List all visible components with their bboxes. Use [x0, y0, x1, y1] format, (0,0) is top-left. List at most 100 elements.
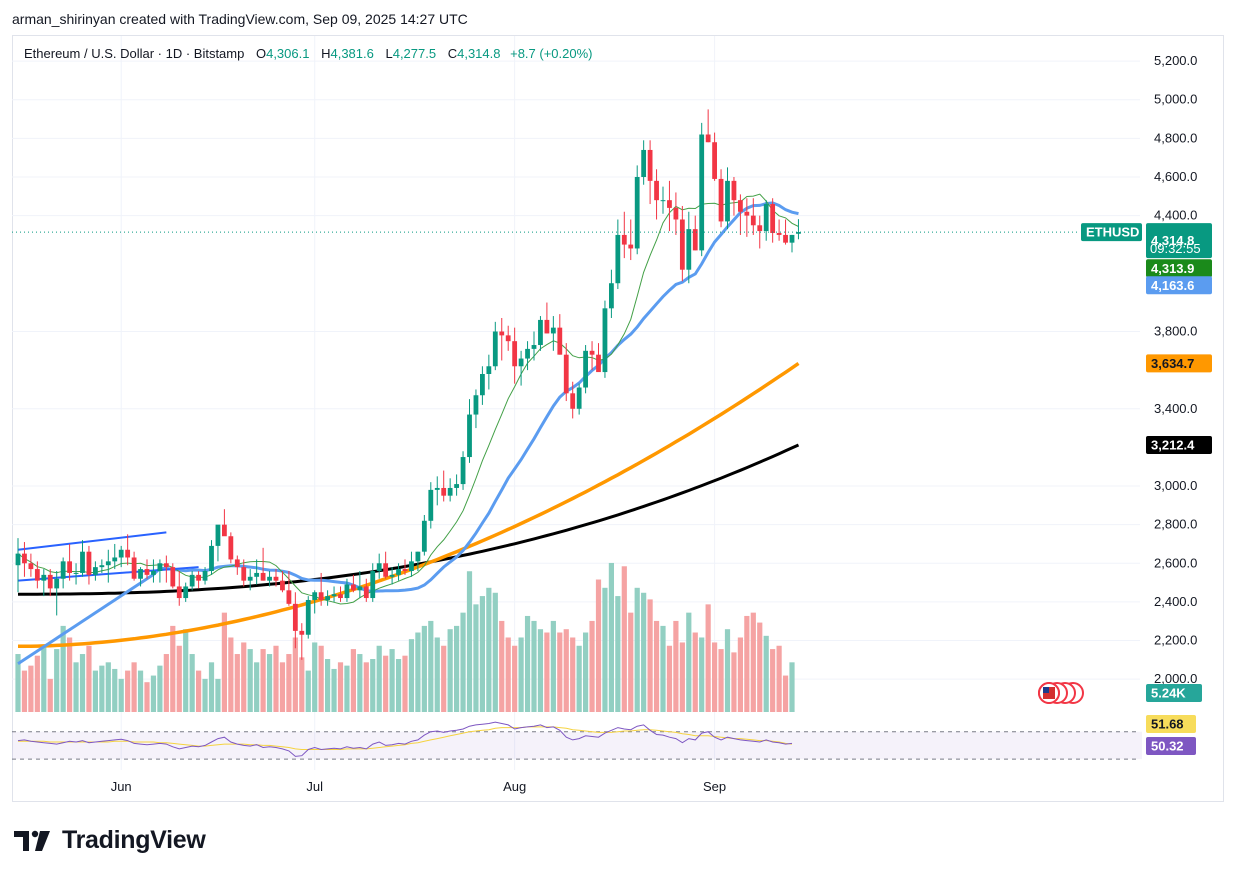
candle [247, 569, 253, 591]
volume-bar [557, 632, 563, 712]
candle-body [776, 233, 782, 235]
volume-bar [763, 635, 769, 712]
candle [783, 219, 788, 245]
symbol-title[interactable]: Ethereum / U.S. Dollar · 1D · Bitstamp [24, 46, 245, 61]
volume-bar [615, 596, 621, 712]
ethusd-symbol-badge-bg [1081, 223, 1142, 242]
volume-bar [312, 642, 318, 712]
ma50-badge: 4,163.6 [1146, 276, 1212, 295]
volume-bar [137, 670, 144, 712]
candle [512, 327, 518, 384]
candle-body [699, 134, 705, 251]
volume-bar [576, 645, 582, 712]
candle [73, 563, 79, 585]
volume-bar [402, 655, 408, 712]
candle-body [460, 457, 466, 485]
candle-body [286, 590, 292, 604]
candle [363, 578, 369, 602]
candle [254, 559, 260, 585]
volume-bar [731, 652, 737, 712]
candle [505, 325, 511, 351]
candle-body [789, 234, 795, 243]
ma50-badge-bg [1146, 276, 1212, 295]
candle-body [105, 561, 111, 566]
candle [157, 559, 163, 583]
ma-200-line [18, 443, 800, 596]
volume-bar [208, 662, 215, 712]
volume-bar [170, 625, 176, 712]
candle [299, 623, 305, 660]
candle-body [60, 561, 66, 579]
candle-body [151, 571, 156, 575]
chart-frame [12, 35, 1224, 802]
volume-bar [92, 670, 98, 712]
candle-body [318, 592, 324, 600]
volume-bar [357, 654, 363, 712]
candle [750, 198, 756, 235]
candle [34, 561, 40, 589]
candle-body [93, 567, 98, 575]
candle-body [170, 567, 176, 587]
candle [673, 192, 679, 235]
candle [325, 590, 330, 606]
candle-body [396, 569, 401, 575]
volume-bar [215, 678, 221, 712]
candle-body [434, 487, 440, 490]
candle [525, 341, 530, 371]
candle-body [376, 563, 382, 572]
rsi-ma-badge: 51.68 [1146, 715, 1196, 733]
volume-bar [260, 649, 266, 712]
candle [222, 509, 227, 537]
candle [654, 169, 659, 220]
y-tick-label: 2,000.0 [1154, 671, 1197, 686]
candle [667, 180, 672, 232]
candle [370, 563, 376, 602]
volume-bar [299, 657, 305, 712]
ethusd-price-badge-text: 4,314.8 [1151, 233, 1194, 248]
candle-body [22, 553, 27, 564]
low-value: 4,277.5 [392, 46, 437, 61]
y-tick-label: 2,600.0 [1154, 555, 1197, 570]
ma100-badge-bg [1146, 354, 1212, 373]
volume-bar [473, 604, 479, 712]
candle [144, 559, 150, 579]
tradingview-logo[interactable]: TradingView [14, 826, 206, 855]
candle-body [505, 335, 511, 342]
candle [454, 474, 459, 496]
volume-bar [60, 625, 66, 712]
candle-body [750, 215, 756, 226]
volume-bar [641, 592, 647, 712]
candle [602, 300, 608, 378]
candle [86, 545, 92, 585]
candle-body [305, 599, 311, 635]
ma50-badge-text: 4,163.6 [1151, 278, 1194, 293]
candle [415, 551, 421, 572]
candle [22, 542, 27, 577]
candle-body [196, 574, 201, 581]
candle [770, 198, 776, 243]
candle [634, 165, 640, 255]
volume-bar [789, 662, 795, 712]
candle [421, 514, 427, 556]
volume-bar [99, 665, 105, 712]
x-tick-label: Sep [703, 779, 726, 794]
candle [215, 524, 221, 562]
candle [15, 538, 21, 593]
candle-body [641, 149, 647, 177]
volume-bar [112, 668, 118, 712]
volume-bar [131, 662, 137, 712]
volume-bar [570, 637, 576, 712]
volume-bar [724, 629, 731, 712]
candle-body [421, 520, 427, 552]
candle [189, 571, 195, 591]
candle-body [189, 574, 195, 587]
volume-bar [524, 615, 531, 712]
volume-bar [73, 662, 79, 712]
volume-bar [221, 612, 227, 712]
ohlc-legend: Ethereum / U.S. Dollar · 1D · Bitstamp O… [24, 46, 593, 61]
volume-bar [28, 665, 34, 712]
volume-bar [737, 637, 743, 712]
volume-bar [757, 622, 763, 712]
candle [796, 219, 801, 240]
